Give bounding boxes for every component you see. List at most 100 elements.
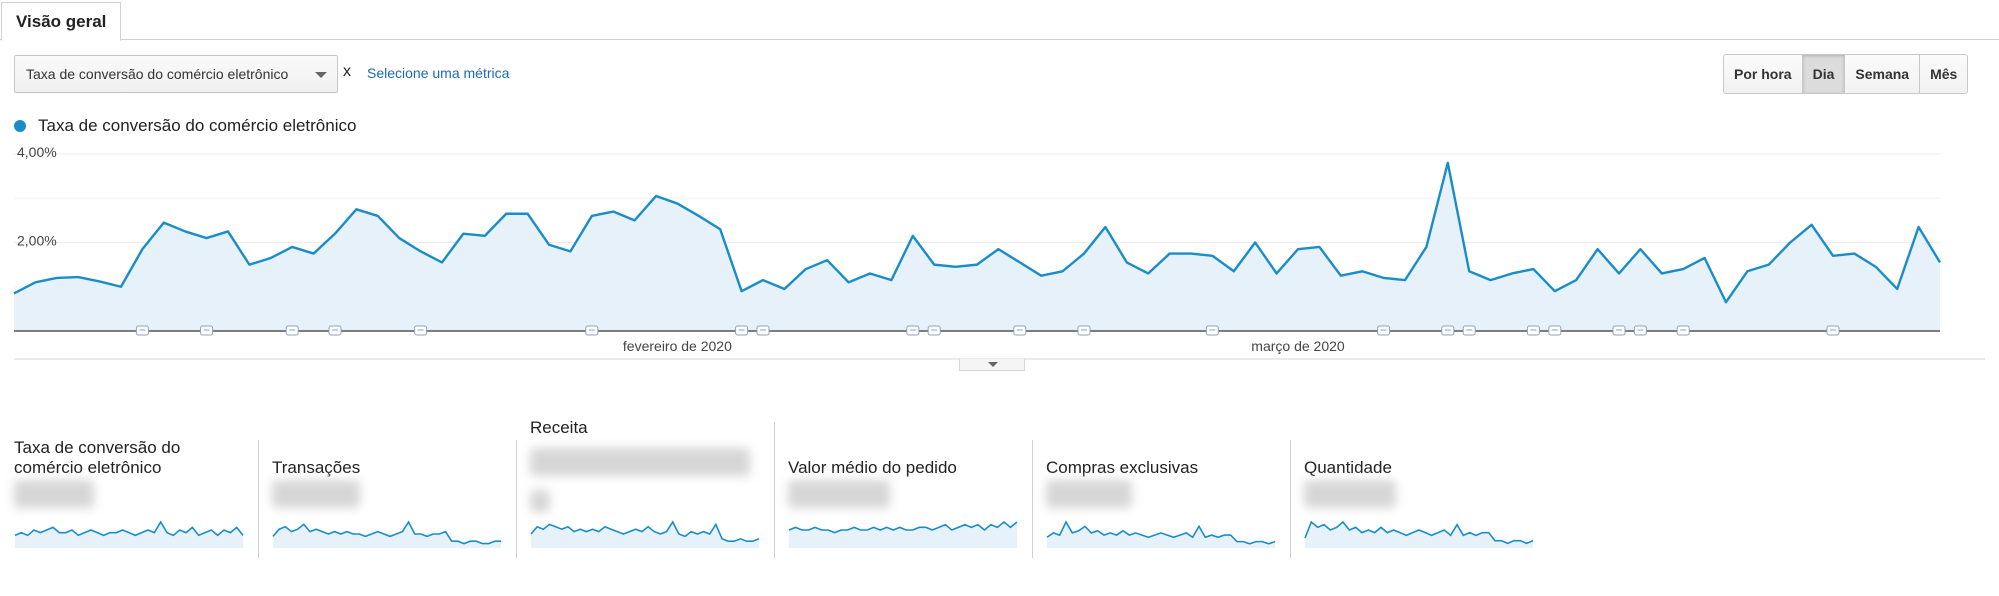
annotation-icon[interactable]: [1377, 325, 1391, 336]
scorecard[interactable]: Compras exclusivas: [1032, 418, 1290, 563]
sparkline-area: [1305, 522, 1533, 548]
data-point: [1295, 246, 1301, 252]
data-point: [1017, 259, 1023, 265]
data-point: [824, 257, 830, 263]
redacted-value: [14, 480, 94, 508]
data-point: [632, 217, 638, 223]
annotation-icon[interactable]: [906, 325, 920, 336]
data-point: [653, 193, 659, 199]
annotation-icon[interactable]: [1013, 325, 1027, 336]
data-point: [674, 201, 680, 207]
data-point: [225, 228, 231, 234]
annotation-icon[interactable]: [1548, 325, 1562, 336]
annotation-icon[interactable]: [285, 325, 299, 336]
scorecard[interactable]: Taxa de conversão do comércio eletrônico: [0, 418, 258, 563]
data-point: [11, 290, 17, 296]
sparkline-series: [1046, 520, 1276, 545]
line-chart[interactable]: 2,00% 4,00% fevereiro de 2020 março de 2020: [0, 140, 1999, 365]
annotation-icon[interactable]: [1612, 325, 1626, 336]
redacted-value: [530, 490, 550, 512]
annotation-icon[interactable]: [1633, 325, 1647, 336]
data-point: [1787, 240, 1793, 246]
data-point: [910, 233, 916, 239]
data-point: [1124, 259, 1130, 265]
scorecard[interactable]: Transações: [258, 418, 516, 563]
data-point: [289, 244, 295, 250]
series-area: [14, 162, 1940, 331]
scorecard[interactable]: Quantidade: [1290, 418, 1548, 563]
annotation-icon[interactable]: [1205, 325, 1219, 336]
annotation-icon[interactable]: [735, 325, 749, 336]
annotation-icon[interactable]: [756, 325, 770, 336]
data-point: [1916, 224, 1922, 230]
data-point: [589, 213, 595, 219]
data-point: [1423, 244, 1429, 250]
annotation-icon[interactable]: [585, 325, 599, 336]
annotation-icon[interactable]: [1526, 325, 1540, 336]
granularity-hour-button[interactable]: Por hora: [1724, 55, 1802, 93]
data-point: [974, 262, 980, 268]
select-metric-link[interactable]: Selecione uma métrica: [367, 65, 510, 81]
data-point: [1466, 268, 1472, 274]
data-point: [1659, 270, 1665, 276]
tab-overview[interactable]: Visão geral: [1, 2, 122, 41]
scorecard-title: Compras exclusivas: [1046, 458, 1199, 477]
annotation-icon[interactable]: [1676, 325, 1690, 336]
annotation-icon[interactable]: [414, 325, 428, 336]
sparkline: [1046, 520, 1276, 548]
data-point: [1488, 277, 1494, 283]
data-point: [1231, 268, 1237, 274]
annotation-icon[interactable]: [1462, 325, 1476, 336]
data-point: [311, 251, 317, 257]
chevron-down-icon: [315, 72, 327, 78]
data-point: [503, 211, 509, 217]
y-tick-label: 2,00%: [17, 233, 57, 249]
triangle-down-icon: [988, 362, 998, 367]
sparkline: [1304, 520, 1534, 548]
scorecard-title: Valor médio do pedido: [788, 458, 957, 477]
sparkline-series: [14, 520, 244, 537]
annotation-icon[interactable]: [1826, 325, 1840, 336]
granularity-day-button[interactable]: Dia: [1801, 55, 1845, 93]
annotation-icon[interactable]: [328, 325, 342, 336]
annotation-icon[interactable]: [927, 325, 941, 336]
data-point: [567, 248, 573, 254]
scorecard-title: Quantidade: [1304, 458, 1392, 477]
redacted-value: [788, 480, 890, 508]
annotation-icon[interactable]: [1441, 325, 1455, 336]
scorecard[interactable]: Valor médio do pedido: [774, 418, 1032, 563]
metric-select[interactable]: Taxa de conversão do comércio eletrônico: [14, 55, 338, 93]
sparkline: [14, 520, 244, 548]
granularity-week-button[interactable]: Semana: [1844, 55, 1920, 93]
data-point: [1081, 251, 1087, 257]
scorecard-divider: [774, 422, 775, 558]
granularity-month-button[interactable]: Mês: [1919, 55, 1968, 93]
data-point: [32, 279, 38, 285]
data-point: [1530, 266, 1536, 272]
y-tick-label: 4,00%: [17, 144, 57, 160]
data-point: [1830, 253, 1836, 259]
data-point: [781, 286, 787, 292]
scorecard-title: Receita: [530, 418, 588, 437]
data-point: [1894, 286, 1900, 292]
data-point: [1873, 264, 1879, 270]
data-point: [139, 246, 145, 252]
annotation-icon[interactable]: [200, 325, 214, 336]
annotation-icon[interactable]: [1077, 325, 1091, 336]
data-point: [353, 206, 359, 212]
remove-metric-button[interactable]: x: [343, 63, 351, 80]
scorecard[interactable]: Receita: [516, 418, 774, 563]
data-point: [1616, 270, 1622, 276]
sparkline-area: [1047, 522, 1275, 548]
data-point: [1145, 270, 1151, 276]
data-point: [1060, 268, 1066, 274]
redacted-value: [272, 480, 360, 508]
data-point: [118, 284, 124, 290]
annotation-icon[interactable]: [135, 325, 149, 336]
data-point: [1637, 246, 1643, 252]
chart-collapse-handle[interactable]: [959, 359, 1025, 371]
data-point: [546, 242, 552, 248]
sparkline-area: [273, 522, 501, 548]
data-point: [1038, 273, 1044, 279]
data-point: [1937, 259, 1943, 265]
